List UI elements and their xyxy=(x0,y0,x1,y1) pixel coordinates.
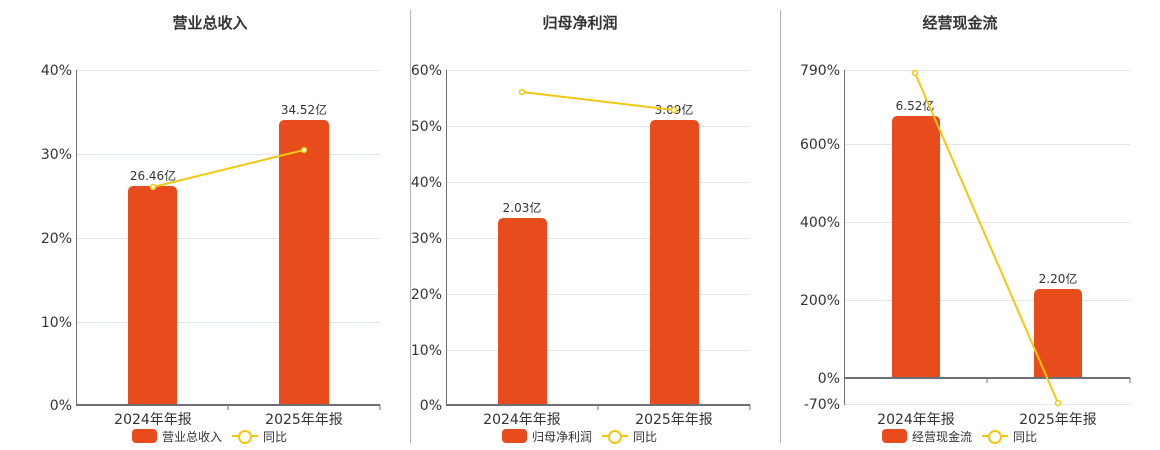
yoy-line xyxy=(914,72,1059,404)
legend-line-label[interactable]: 同比 xyxy=(1013,429,1038,444)
legend-bar-label[interactable]: 归母净利润 xyxy=(532,429,593,444)
svg-text:0%: 0% xyxy=(818,371,840,387)
y-axis-ticks: 790% 600% 400% 200% 0% -70% xyxy=(800,63,840,413)
chart-plot: 40% 30% 20% 10% 0% 26.46亿 34.52亿 2024年年报… xyxy=(41,63,381,428)
svg-text:2024年年报: 2024年年报 xyxy=(114,412,192,428)
svg-text:10%: 10% xyxy=(411,343,442,359)
svg-text:-70%: -70% xyxy=(804,397,840,413)
svg-text:40%: 40% xyxy=(411,175,442,191)
legend-line-icon[interactable] xyxy=(232,429,259,444)
y-axis-ticks: 60% 50% 40% 30% 20% 10% 0% xyxy=(411,63,442,414)
chart-panel-net-profit: 归母净利润 60% 50% 40% 30% 20% 10% 0% 2.03亿 3… xyxy=(411,14,751,445)
svg-text:20%: 20% xyxy=(411,287,442,303)
legend: 归母净利润 同比 xyxy=(502,427,657,445)
svg-text:30%: 30% xyxy=(411,231,442,247)
x-axis-ticks: 2024年年报 2025年年报 xyxy=(877,412,1097,428)
x-axis-ticks: 2024年年报 2025年年报 xyxy=(114,412,343,428)
svg-text:20%: 20% xyxy=(41,231,72,247)
bar-label: 2.20亿 xyxy=(1039,271,1078,286)
y-axis-ticks: 40% 30% 20% 10% 0% xyxy=(41,63,72,414)
gridlines xyxy=(844,70,1130,405)
gridlines xyxy=(446,70,750,351)
legend-bar-swatch[interactable] xyxy=(132,429,157,443)
chart-panel-revenue: 营业总收入 40% 30% 20% 10% 0% 26.46亿 34.52亿 2… xyxy=(0,0,400,450)
bar-label: 26.46亿 xyxy=(130,168,176,183)
yoy-line xyxy=(152,149,305,188)
svg-text:30%: 30% xyxy=(41,147,72,163)
bar-label: 34.52亿 xyxy=(281,102,327,117)
svg-text:2025年年报: 2025年年报 xyxy=(1019,412,1097,428)
legend-bar-label[interactable]: 营业总收入 xyxy=(162,429,223,444)
svg-text:40%: 40% xyxy=(41,63,72,79)
bar-label: 6.52亿 xyxy=(896,98,935,113)
legend-bar-swatch[interactable] xyxy=(882,429,907,443)
svg-text:10%: 10% xyxy=(41,315,72,331)
svg-text:600%: 600% xyxy=(800,137,840,153)
svg-text:200%: 200% xyxy=(800,293,840,309)
legend: 营业总收入 同比 xyxy=(132,427,287,445)
legend-line-icon[interactable] xyxy=(982,429,1009,444)
chart-plot: 60% 50% 40% 30% 20% 10% 0% 2.03亿 3.09亿 2… xyxy=(411,63,751,428)
legend-line-icon[interactable] xyxy=(602,429,629,444)
svg-text:50%: 50% xyxy=(411,119,442,135)
svg-text:0%: 0% xyxy=(50,398,72,414)
panel-divider xyxy=(780,10,781,443)
legend-bar-swatch[interactable] xyxy=(502,429,527,443)
svg-text:60%: 60% xyxy=(411,63,442,79)
legend: 经营现金流 同比 xyxy=(882,427,1037,445)
yoy-line xyxy=(521,91,675,111)
bar-label: 2.03亿 xyxy=(503,200,542,215)
svg-text:2025年年报: 2025年年报 xyxy=(265,412,343,428)
legend-bar-label[interactable]: 经营现金流 xyxy=(912,429,973,444)
chart-title: 营业总收入 xyxy=(172,14,248,32)
gridlines xyxy=(76,70,380,323)
svg-text:2024年年报: 2024年年报 xyxy=(877,412,955,428)
legend-line-label[interactable]: 同比 xyxy=(263,429,288,444)
svg-text:0%: 0% xyxy=(420,398,442,414)
chart-title: 经营现金流 xyxy=(922,14,998,32)
panel-divider xyxy=(410,10,411,443)
x-axis-ticks: 2024年年报 2025年年报 xyxy=(483,412,713,428)
svg-text:790%: 790% xyxy=(800,63,840,79)
svg-text:400%: 400% xyxy=(800,215,840,231)
svg-text:2025年年报: 2025年年报 xyxy=(635,412,713,428)
svg-text:2024年年报: 2024年年报 xyxy=(483,412,561,428)
chart-title: 归母净利润 xyxy=(542,14,618,32)
legend-line-label[interactable]: 同比 xyxy=(633,429,658,444)
